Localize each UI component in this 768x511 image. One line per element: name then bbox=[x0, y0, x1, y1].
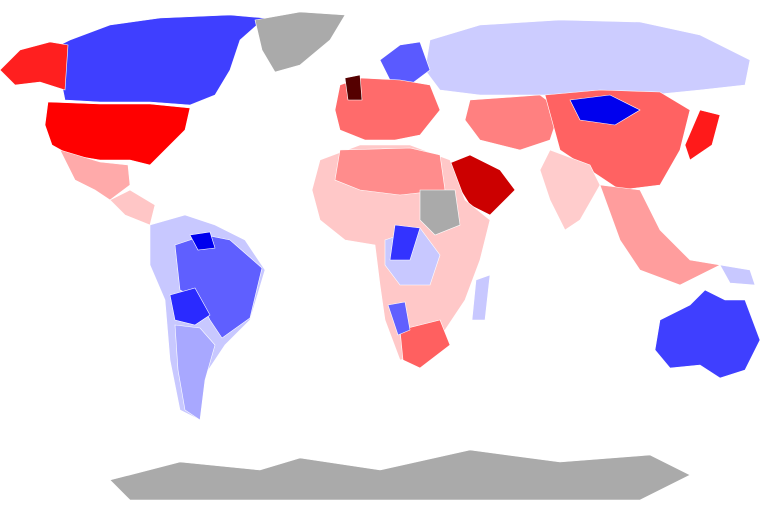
sudan bbox=[419, 189, 461, 236]
greenland bbox=[254, 11, 346, 73]
bolivia bbox=[169, 287, 211, 326]
usa bbox=[44, 101, 191, 166]
antarctica bbox=[109, 449, 691, 501]
central-africa bbox=[389, 224, 421, 261]
central-america bbox=[109, 189, 156, 226]
mongolia bbox=[569, 94, 641, 126]
europe-asia bbox=[334, 19, 751, 286]
russia bbox=[424, 19, 751, 96]
central-asia bbox=[464, 94, 561, 151]
alaska bbox=[0, 41, 69, 91]
oceania bbox=[654, 264, 761, 379]
uk bbox=[344, 74, 363, 101]
namibia bbox=[387, 301, 411, 336]
madagascar bbox=[471, 274, 491, 321]
canada bbox=[39, 14, 266, 106]
north-america bbox=[0, 11, 346, 226]
africa bbox=[311, 144, 491, 369]
mexico bbox=[59, 149, 131, 201]
india bbox=[539, 149, 601, 231]
argentina bbox=[174, 324, 216, 421]
guyana bbox=[189, 231, 216, 251]
south-america bbox=[149, 214, 266, 421]
japan bbox=[684, 109, 721, 161]
papua bbox=[719, 264, 756, 286]
south-africa bbox=[399, 319, 451, 369]
australia bbox=[654, 289, 761, 379]
